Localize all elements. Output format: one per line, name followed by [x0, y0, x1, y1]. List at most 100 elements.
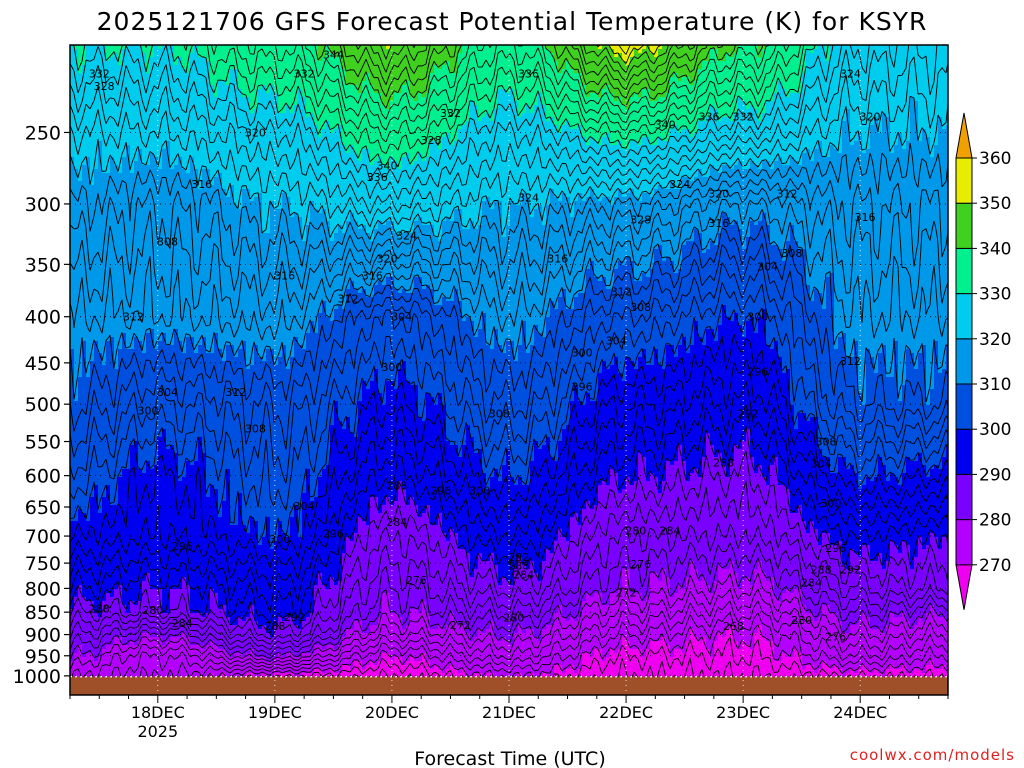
contour-label: 272: [450, 619, 471, 632]
colorbar-tick-label: 360: [979, 149, 1011, 169]
y-tick-label: 850: [25, 602, 61, 624]
contour-label: 300: [469, 484, 490, 497]
contour-label: 304: [391, 311, 412, 324]
contour-label: 308: [781, 247, 802, 260]
contour-label: 300: [747, 311, 768, 324]
contour-label: 308: [489, 407, 510, 420]
x-tick-label: 23DEC: [716, 703, 770, 722]
contour-label: 284: [801, 576, 822, 589]
contour-label: 340: [377, 160, 398, 173]
contour-label: 304: [157, 386, 178, 399]
contour-label: 312: [840, 355, 861, 368]
contour-label: 296: [572, 381, 593, 394]
y-tick-label: 350: [25, 254, 61, 276]
y-tick-label: 800: [25, 578, 61, 600]
contour-label: 340: [655, 119, 676, 132]
contour-label: 296: [172, 540, 193, 553]
colorbar-extend-high: [955, 112, 973, 159]
y-tick-label: 400: [25, 307, 61, 329]
y-tick-label: 950: [25, 646, 61, 668]
contour-label: 300: [381, 361, 402, 374]
contour-label: 304: [606, 334, 627, 347]
colorbar-tick-label: 320: [979, 330, 1011, 350]
contour-label: 320: [708, 187, 729, 200]
x-tick-label: 24DEC: [833, 703, 887, 722]
contour-label: 328: [420, 134, 441, 147]
y-tick-label: 450: [25, 353, 61, 375]
contour-label: 328: [94, 80, 115, 93]
contour-label: 308: [630, 301, 651, 314]
contour-label: 332: [440, 107, 461, 120]
y-tick-label: 650: [25, 497, 61, 519]
contour-label: 288: [89, 602, 110, 615]
contour-label: 324: [518, 191, 539, 204]
x-tick-label: 22DEC: [599, 703, 653, 722]
colorbar-tick-label: 300: [979, 420, 1011, 440]
chart-title: 2025121706 GFS Forecast Potential Temper…: [97, 7, 928, 36]
contour-label: 292: [840, 563, 861, 576]
colorbar: 270 280 290 300 310 320 330 340 350 360: [955, 112, 1011, 610]
colorbar-tick-label: 310: [979, 375, 1011, 395]
contour-label: 296: [825, 542, 846, 555]
contour-label: 332: [294, 67, 315, 80]
contour-label: 320: [859, 110, 880, 123]
contour-label: 284: [513, 568, 534, 581]
contour-label: 296: [747, 365, 768, 378]
grid-layer: [70, 45, 948, 695]
contour-label: 316: [362, 269, 383, 282]
contour-label: 280: [625, 524, 646, 537]
contour-label: 344: [323, 49, 344, 62]
contour-label: 296: [430, 484, 451, 497]
contour-label: 320: [245, 126, 266, 139]
contour-label: 316: [708, 217, 729, 230]
contour-label: 284: [172, 617, 193, 630]
colorbar-segment: [955, 338, 973, 385]
contour-label: 336: [367, 171, 388, 184]
contour-label: 288: [386, 479, 407, 492]
contour-label: 312: [123, 311, 144, 324]
y-tick-label: 250: [25, 122, 61, 144]
x-tick-sublabel: 2025: [137, 722, 178, 741]
contour-label: 308: [816, 436, 837, 449]
colorbar-tick-label: 340: [979, 239, 1011, 259]
contour-label: 280: [142, 604, 163, 617]
colorbar-tick-label: 330: [979, 285, 1011, 305]
contour-label: 316: [191, 178, 212, 191]
colorbar-segment: [955, 473, 973, 521]
colorbar-tick-label: 290: [979, 465, 1011, 485]
contour-label: 324: [840, 67, 861, 80]
contour-label: 332: [89, 67, 110, 80]
contour-label: 300: [820, 497, 841, 510]
contour-label: 288: [264, 620, 285, 633]
contour-label: 288: [811, 563, 832, 576]
contour-label: 316: [855, 211, 876, 224]
colorbar-segment: [955, 383, 973, 430]
x-tick-label: 18DEC: [131, 703, 185, 722]
contour-label: 272: [616, 586, 637, 599]
contour-label: 308: [157, 235, 178, 248]
contour-label: 312: [611, 285, 632, 298]
contour-label: 304: [294, 500, 315, 513]
y-tick-label: 600: [25, 466, 61, 488]
y-tick-label: 300: [25, 194, 61, 216]
contour-label: 300: [138, 404, 159, 417]
x-tick-label: 20DEC: [365, 703, 419, 722]
x-tick-label: 21DEC: [482, 703, 536, 722]
colorbar-extend-low: [955, 564, 973, 610]
contour-label: 276: [825, 631, 846, 644]
y-tick-label: 500: [25, 394, 61, 416]
colorbar-segment: [955, 157, 973, 204]
contour-label: 300: [572, 346, 593, 359]
colorbar-segment: [955, 202, 973, 249]
contour-label: 304: [811, 458, 832, 471]
colorbar-tick-label: 270: [979, 556, 1011, 576]
contour-label: 268: [723, 620, 744, 633]
colorbar-tick-label: 350: [979, 194, 1011, 214]
contour-label: 280: [791, 614, 812, 627]
y-tick-label: 1000: [13, 666, 61, 688]
y-tick-label: 750: [25, 553, 61, 575]
colorbar-segment: [955, 293, 973, 340]
contour-line-layer: [70, 45, 948, 695]
